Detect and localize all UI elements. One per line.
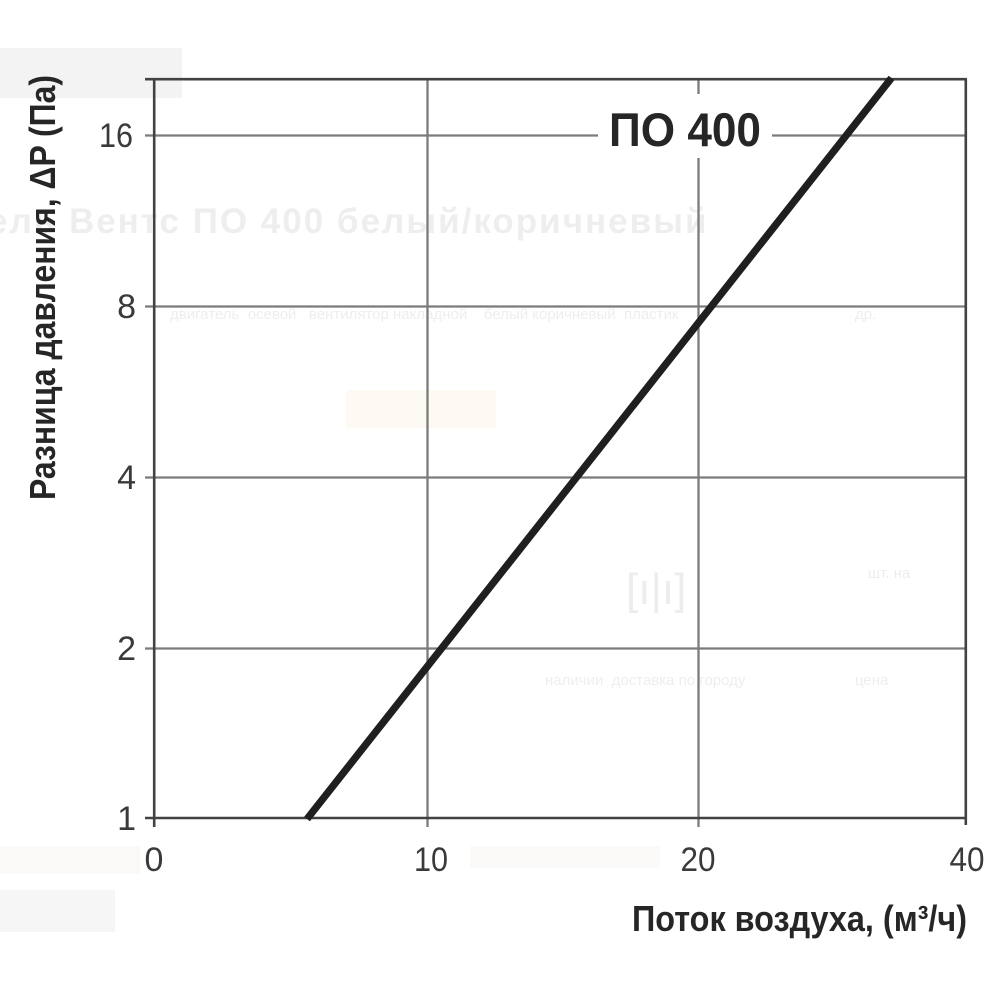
svg-text:Поток воздуха, (м³/ч): Поток воздуха, (м³/ч) — [632, 898, 967, 939]
svg-text:1: 1 — [117, 800, 136, 838]
svg-text:40: 40 — [950, 841, 985, 879]
svg-text:4: 4 — [117, 459, 136, 497]
svg-text:Разница давления, ΔP (Па): Разница давления, ΔP (Па) — [22, 75, 63, 500]
svg-text:ПО 400: ПО 400 — [609, 103, 761, 156]
svg-text:2: 2 — [117, 630, 136, 668]
svg-text:0: 0 — [145, 841, 164, 879]
svg-text:8: 8 — [117, 288, 136, 326]
svg-text:16: 16 — [99, 117, 133, 155]
svg-text:10: 10 — [414, 841, 448, 879]
svg-text:20: 20 — [681, 841, 716, 879]
